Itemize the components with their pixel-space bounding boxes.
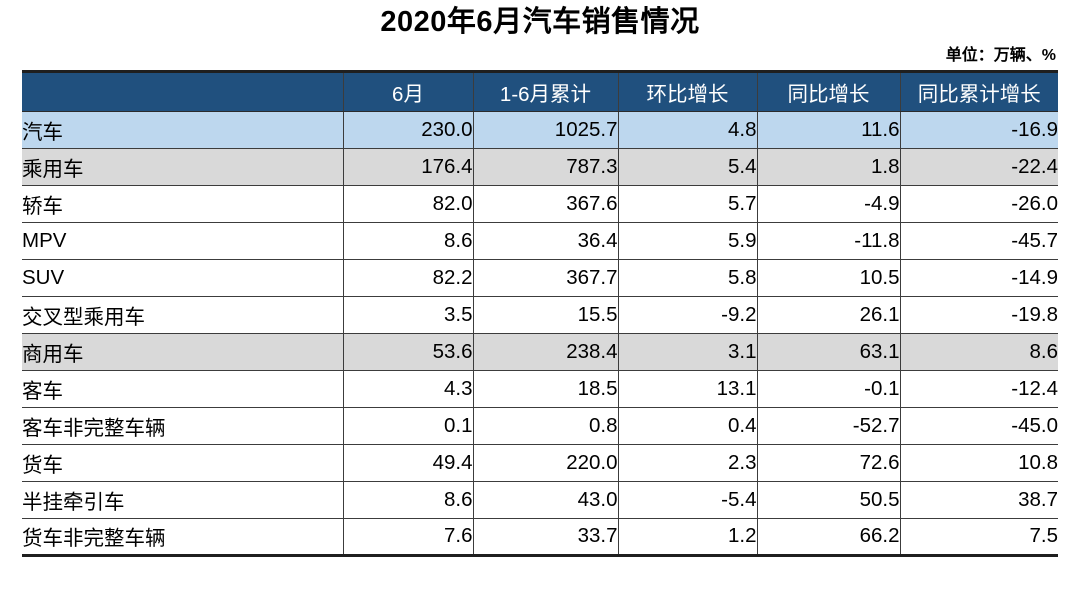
row-label: 客车非完整车辆 [22,407,343,445]
value-cell: 367.7 [472,259,618,297]
row-label: 货车 [22,444,343,482]
value-cell: 18.5 [472,370,618,408]
value-cell: 0.8 [472,407,618,445]
value-cell: -0.1 [756,370,900,408]
value-cell: -16.9 [899,111,1058,149]
value-cell: 10.8 [899,444,1058,482]
value-cell: -26.0 [899,185,1058,223]
table-body: 汽车 230.0 1025.7 4.8 11.6 -16.9 乘用车 176.4 787.3 5.… [22,111,1058,556]
value-cell: 66.2 [756,518,900,556]
row-label: 乘用车 [22,148,343,186]
value-cell: 38.7 [899,481,1058,519]
value-cell: 230.0 [342,111,473,149]
value-cell: 367.6 [472,185,618,223]
value-cell: 1.8 [756,148,900,186]
value-cell: 7.6 [342,518,473,556]
value-cell: -11.8 [756,222,900,260]
value-cell: 176.4 [342,148,473,186]
table-row: 乘用车 176.4 787.3 5.4 1.8 -22.4 [22,148,1058,186]
value-cell: 3.5 [342,296,473,334]
unit-label: 单位：万辆、% [945,46,1056,64]
row-label: 客车 [22,370,343,408]
table-row: 客车非完整车辆 0.1 0.8 0.4 -52.7 -45.0 [22,407,1058,445]
row-label: 商用车 [22,333,343,371]
value-cell: -22.4 [899,148,1058,186]
value-cell: 33.7 [472,518,618,556]
value-cell: 43.0 [472,481,618,519]
value-cell: 49.4 [342,444,473,482]
value-cell: 0.4 [617,407,757,445]
value-cell: 4.3 [342,370,473,408]
value-cell: -12.4 [899,370,1058,408]
value-cell: 8.6 [342,222,473,260]
value-cell: 787.3 [472,148,618,186]
value-cell: -45.0 [899,407,1058,445]
page-title: 2020年6月汽车销售情况 [380,6,700,38]
value-cell: 13.1 [617,370,757,408]
value-cell: 8.6 [342,481,473,519]
value-cell: 5.9 [617,222,757,260]
table-row: MPV 8.6 36.4 5.9 -11.8 -45.7 [22,222,1058,260]
value-cell: -4.9 [756,185,900,223]
value-cell: 8.6 [899,333,1058,371]
value-cell: -9.2 [617,296,757,334]
table-row: 汽车 230.0 1025.7 4.8 11.6 -16.9 [22,111,1058,149]
row-label: SUV [22,259,343,297]
value-cell: 5.4 [617,148,757,186]
row-label: 货车非完整车辆 [22,518,343,556]
value-cell: 53.6 [342,333,473,371]
value-cell: 10.5 [756,259,900,297]
value-cell: 50.5 [756,481,900,519]
row-label: 汽车 [22,111,343,149]
table-row: 轿车 82.0 367.6 5.7 -4.9 -26.0 [22,185,1058,223]
column-header: 6月 [342,71,473,112]
value-cell: 82.0 [342,185,473,223]
table-row: 货车非完整车辆 7.6 33.7 1.2 66.2 7.5 [22,518,1058,556]
value-cell: 5.8 [617,259,757,297]
value-cell: 1025.7 [472,111,618,149]
row-label: 半挂牵引车 [22,481,343,519]
value-cell: -52.7 [756,407,900,445]
value-cell: 2.3 [617,444,757,482]
value-cell: 0.1 [342,407,473,445]
value-cell: 36.4 [472,222,618,260]
value-cell: 4.8 [617,111,757,149]
value-cell: -14.9 [899,259,1058,297]
column-header: 同比累计增长 [899,71,1058,112]
value-cell: 220.0 [472,444,618,482]
value-cell: -5.4 [617,481,757,519]
value-cell: 238.4 [472,333,618,371]
value-cell: 15.5 [472,296,618,334]
column-header: 环比增长 [617,71,757,112]
table-row: 交叉型乘用车 3.5 15.5 -9.2 26.1 -19.8 [22,296,1058,334]
value-cell: 3.1 [617,333,757,371]
column-header-blank [22,71,343,112]
row-label: 交叉型乘用车 [22,296,343,334]
value-cell: 63.1 [756,333,900,371]
row-label: 轿车 [22,185,343,223]
value-cell: -19.8 [899,296,1058,334]
table-row: 商用车 53.6 238.4 3.1 63.1 8.6 [22,333,1058,371]
table-row: SUV 82.2 367.7 5.8 10.5 -14.9 [22,259,1058,297]
table-row: 货车 49.4 220.0 2.3 72.6 10.8 [22,444,1058,482]
table-row: 半挂牵引车 8.6 43.0 -5.4 50.5 38.7 [22,481,1058,519]
column-header: 同比增长 [756,71,900,112]
value-cell: 26.1 [756,296,900,334]
value-cell: 1.2 [617,518,757,556]
column-header: 1-6月累计 [472,71,618,112]
sales-table: 6月 1-6月累计 环比增长 同比增长 同比累计增长 汽车 230.0 1025.7 4.8 1… [22,69,1058,557]
value-cell: 7.5 [899,518,1058,556]
table-row: 客车 4.3 18.5 13.1 -0.1 -12.4 [22,370,1058,408]
value-cell: 5.7 [617,185,757,223]
value-cell: 82.2 [342,259,473,297]
header-row: 6月 1-6月累计 环比增长 同比增长 同比累计增长 [22,71,1058,112]
value-cell: 72.6 [756,444,900,482]
value-cell: 11.6 [756,111,900,149]
value-cell: -45.7 [899,222,1058,260]
row-label: MPV [22,222,343,260]
